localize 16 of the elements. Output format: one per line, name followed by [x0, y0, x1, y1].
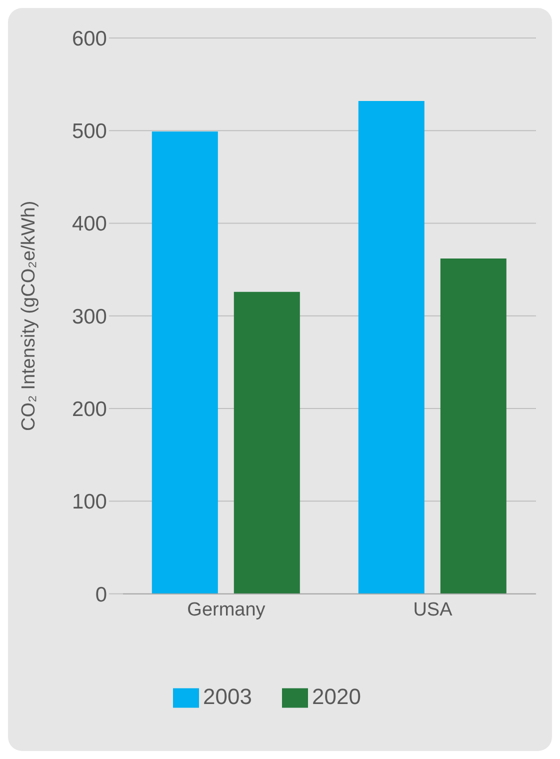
legend-label: 2020	[312, 684, 361, 709]
bar	[358, 100, 424, 594]
y-tick-label: 0	[95, 583, 107, 606]
y-tick-label: 300	[72, 305, 107, 328]
y-tick-label: 500	[72, 120, 107, 144]
y-tick-label: 600	[72, 27, 107, 50]
bar	[234, 292, 300, 594]
y-axis-title: CO₂ Intensity (gCO₂e/kWh)	[18, 200, 40, 431]
bar	[440, 258, 506, 594]
y-tick-label: 200	[72, 398, 107, 421]
y-tick-label: 100	[72, 490, 107, 514]
y-tick-label: 400	[72, 212, 107, 236]
x-tick-label: Germany	[187, 599, 266, 620]
legend-label: 2003	[203, 684, 252, 709]
x-tick-label: USA	[413, 599, 453, 620]
bar	[152, 132, 218, 594]
